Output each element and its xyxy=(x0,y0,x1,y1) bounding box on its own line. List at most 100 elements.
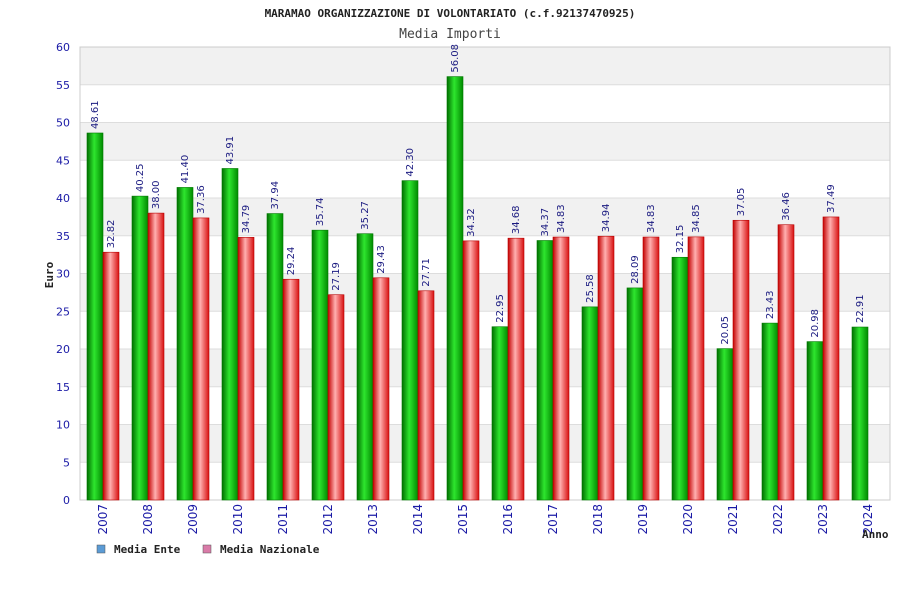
value-label-media-ente: 40.25 xyxy=(135,163,146,192)
x-tick-label: 2023 xyxy=(816,504,830,535)
value-label-media-ente: 43.91 xyxy=(225,136,236,165)
value-label-media-nazionale: 37.05 xyxy=(736,188,747,217)
y-tick-label: 60 xyxy=(56,41,70,54)
plot-band xyxy=(80,311,890,349)
x-axis-label: Anno xyxy=(862,528,889,541)
bar-media-ente xyxy=(761,322,779,501)
value-label-media-ente: 22.91 xyxy=(855,294,866,323)
bar-media-ente xyxy=(626,287,644,501)
bar-media-nazionale xyxy=(192,217,210,501)
y-axis-label: Euro xyxy=(43,261,56,288)
bar-media-ente xyxy=(401,180,419,501)
y-tick-label: 5 xyxy=(63,456,70,469)
value-label-media-ente: 32.15 xyxy=(675,225,686,254)
x-tick-label: 2014 xyxy=(411,504,425,535)
bar-media-ente xyxy=(176,187,194,501)
x-tick-label: 2008 xyxy=(141,504,155,535)
bar-media-nazionale xyxy=(417,290,435,501)
y-tick-label: 45 xyxy=(56,154,70,167)
bar-media-nazionale xyxy=(282,278,300,501)
value-labels: 48.61 32.82 40.25 38.00 41.40 37.36 43.91 34.79… xyxy=(90,44,866,345)
x-tick-label: 2011 xyxy=(276,504,290,535)
plot-band xyxy=(80,122,890,161)
y-tick-label: 10 xyxy=(56,419,70,432)
bar-media-ente xyxy=(536,240,554,501)
value-label-media-nazionale: 34.79 xyxy=(241,205,252,234)
x-tick-label: 2015 xyxy=(456,504,470,535)
bar-media-ente xyxy=(716,348,734,501)
bar-media-nazionale xyxy=(732,219,750,501)
x-tick-label: 2021 xyxy=(726,504,740,535)
bar-media-nazionale xyxy=(372,277,390,501)
value-label-media-nazionale: 34.94 xyxy=(601,204,612,233)
plot-band xyxy=(80,386,890,425)
value-label-media-nazionale: 37.49 xyxy=(826,184,837,213)
bar-media-ente xyxy=(581,306,599,501)
value-label-media-ente: 22.95 xyxy=(495,294,506,323)
plot-band xyxy=(80,198,890,236)
y-tick-label: 35 xyxy=(56,230,70,243)
y-tick-label: 30 xyxy=(56,268,70,281)
bar-media-ente xyxy=(446,76,464,501)
value-label-media-ente: 35.74 xyxy=(315,198,326,227)
x-tick-label: 2022 xyxy=(771,504,785,535)
bar-media-nazionale xyxy=(822,216,840,501)
value-label-media-ente: 20.98 xyxy=(810,309,821,338)
bar-media-nazionale xyxy=(462,240,480,501)
value-label-media-ente: 25.58 xyxy=(585,274,596,303)
bar-media-nazionale xyxy=(597,235,615,501)
x-tick-label: 2017 xyxy=(546,504,560,535)
chart-title: MARAMAO ORGANIZZAZIONE DI VOLONTARIATO (… xyxy=(265,7,636,20)
value-label-media-nazionale: 36.46 xyxy=(781,192,792,221)
bar-media-nazionale xyxy=(687,236,705,501)
bar-media-nazionale xyxy=(507,237,525,501)
x-tick-label: 2007 xyxy=(96,504,110,535)
plot-background xyxy=(80,47,890,500)
value-label-media-nazionale: 37.36 xyxy=(196,185,207,214)
plot-band xyxy=(80,160,890,198)
value-label-media-ente: 23.43 xyxy=(765,290,776,319)
plot-band xyxy=(80,84,890,123)
y-tick-label: 40 xyxy=(56,192,70,205)
y-tick-label: 20 xyxy=(56,343,70,356)
legend-label-media-nazionale: Media Nazionale xyxy=(220,543,320,556)
gridlines xyxy=(79,46,891,501)
value-label-media-nazionale: 29.24 xyxy=(286,247,297,276)
bar-media-ente xyxy=(266,213,284,501)
legend-swatch-media-nazionale xyxy=(202,544,212,554)
value-label-media-ente: 48.61 xyxy=(90,100,101,129)
legend-swatch-media-ente xyxy=(96,544,106,554)
value-label-media-ente: 28.09 xyxy=(630,255,641,284)
bars xyxy=(86,76,869,501)
x-tick-label: 2016 xyxy=(501,504,515,535)
x-tick-label: 2013 xyxy=(366,504,380,535)
bar-media-nazionale xyxy=(552,236,570,501)
x-axis-ticks: 2007 2008 2009 2010 2011 2012 2013 2014 2015 2016… xyxy=(96,504,875,535)
value-label-media-ente: 35.27 xyxy=(360,201,371,230)
value-label-media-nazionale: 38.00 xyxy=(151,180,162,209)
legend: Media Ente Media Nazionale xyxy=(96,543,320,556)
bar-media-ente xyxy=(131,195,149,501)
bar-media-ente xyxy=(851,326,869,501)
value-label-media-nazionale: 27.19 xyxy=(331,262,342,291)
value-label-media-ente: 56.08 xyxy=(450,44,461,73)
value-label-media-nazionale: 34.32 xyxy=(466,208,477,237)
y-tick-label: 15 xyxy=(56,381,70,394)
bar-media-ente xyxy=(671,256,689,501)
value-label-media-nazionale: 34.85 xyxy=(691,204,702,233)
bar-media-ente xyxy=(806,341,824,501)
x-tick-label: 2018 xyxy=(591,504,605,535)
legend-label-media-ente: Media Ente xyxy=(114,543,181,556)
value-label-media-nazionale: 32.82 xyxy=(106,220,117,249)
plot-band xyxy=(80,235,890,274)
value-label-media-nazionale: 27.71 xyxy=(421,258,432,287)
value-label-media-ente: 34.37 xyxy=(540,208,551,237)
value-label-media-nazionale: 34.83 xyxy=(646,204,657,233)
y-tick-label: 55 xyxy=(56,79,70,92)
plot-band xyxy=(80,462,890,500)
value-label-media-ente: 41.40 xyxy=(180,155,191,184)
bar-media-ente xyxy=(221,168,239,501)
x-tick-label: 2009 xyxy=(186,504,200,535)
bar-media-nazionale xyxy=(642,236,660,501)
